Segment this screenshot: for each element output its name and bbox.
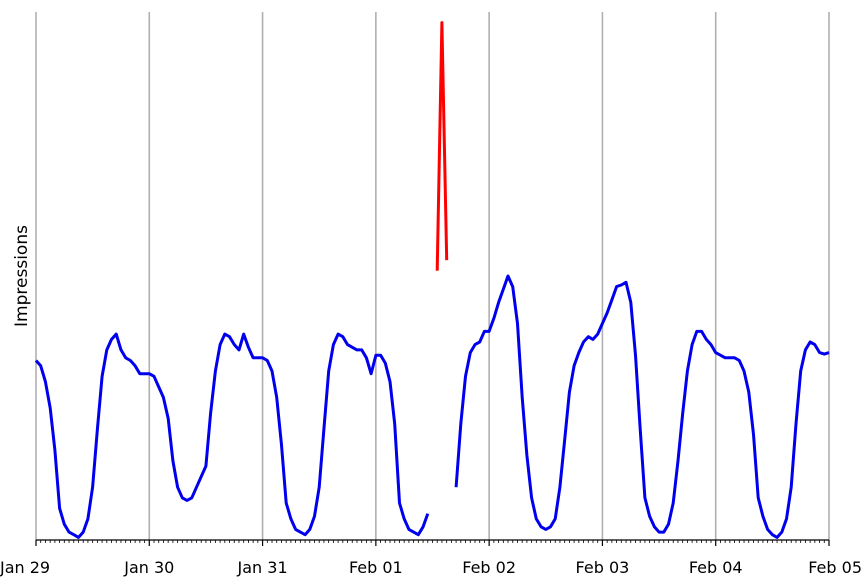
series-0-segment-1 — [454, 274, 830, 539]
x-tick-label: Feb 03 — [576, 558, 630, 577]
x-axis-ticks — [35, 540, 830, 546]
x-tick-label: Feb 04 — [689, 558, 743, 577]
series-1-segment-0 — [435, 21, 449, 271]
x-axis-tick-labels: Jan 29 Jan 30 Jan 31 Feb 01 Feb 02 Feb 03 Feb … — [0, 558, 862, 577]
y-axis-label: Impressions — [12, 225, 32, 327]
x-tick-label: Jan 29 — [0, 558, 50, 577]
x-tick-label: Feb 01 — [349, 558, 403, 577]
x-tick-label: Feb 05 — [808, 558, 862, 577]
x-tick-label: Feb 02 — [462, 558, 516, 577]
x-tick-label: Jan 30 — [123, 558, 174, 577]
vertical-gridlines — [35, 12, 830, 540]
x-axis: Jan 29 Jan 30 Jan 31 Feb 01 Feb 02 Feb 03 Feb … — [0, 539, 862, 577]
series-lines — [34, 21, 830, 539]
x-tick-label: Jan 31 — [237, 558, 288, 577]
series-0-segment-0 — [34, 332, 430, 539]
